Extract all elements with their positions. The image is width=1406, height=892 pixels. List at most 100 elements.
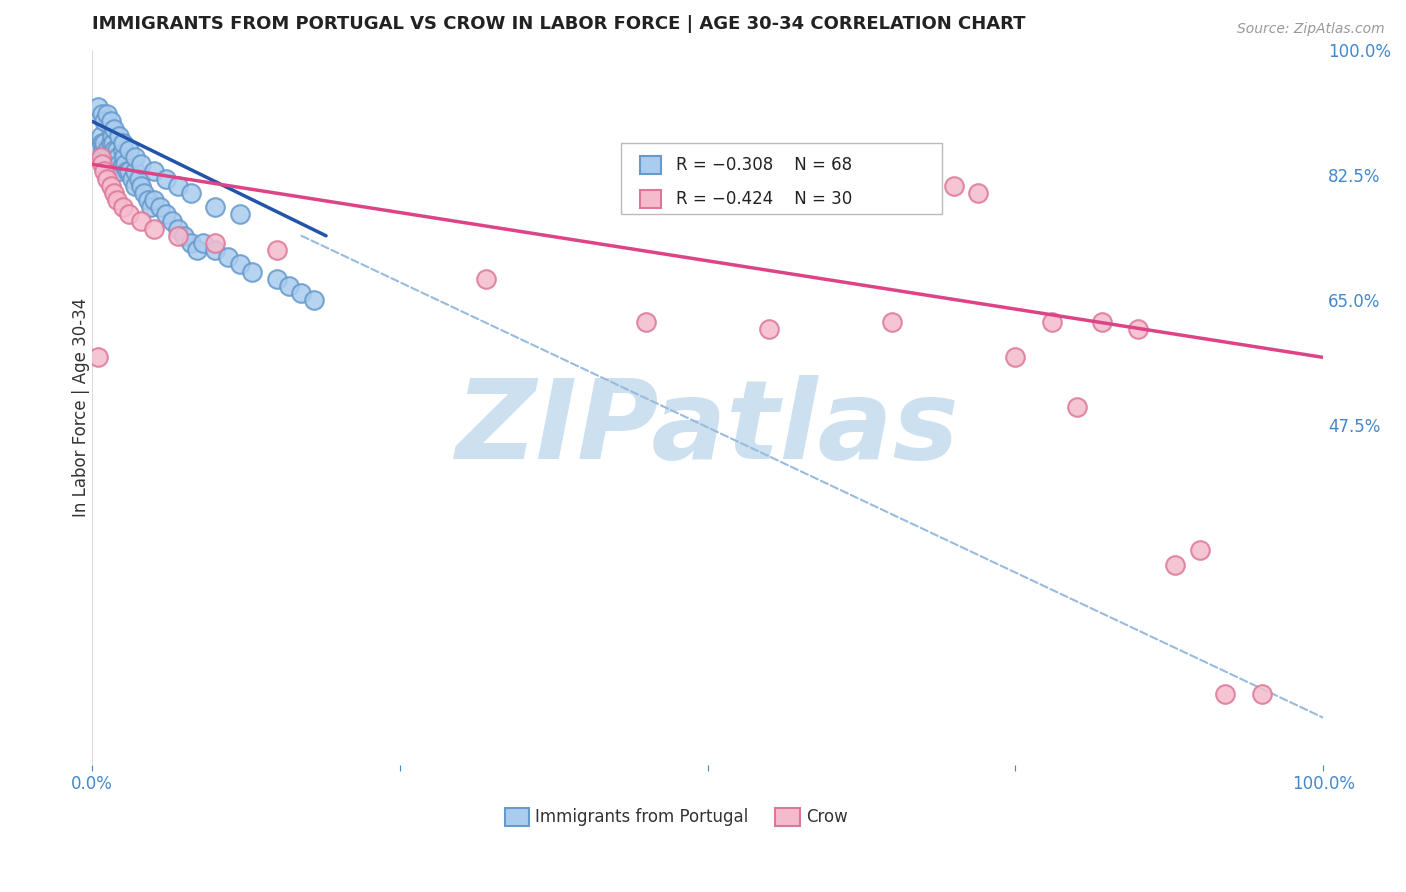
- Point: [103, 186, 125, 200]
- Point: [115, 164, 138, 178]
- Point: [240, 264, 263, 278]
- FancyBboxPatch shape: [621, 143, 942, 214]
- Point: [636, 315, 658, 329]
- Point: [160, 214, 183, 228]
- Point: [93, 136, 115, 150]
- FancyBboxPatch shape: [640, 156, 661, 174]
- Point: [91, 157, 114, 171]
- Point: [155, 207, 177, 221]
- Point: [186, 243, 208, 257]
- Point: [302, 293, 325, 307]
- Point: [114, 157, 136, 171]
- Point: [91, 143, 114, 157]
- Point: [167, 228, 190, 243]
- Point: [967, 186, 990, 200]
- Point: [142, 221, 165, 235]
- Point: [132, 186, 155, 200]
- Point: [124, 150, 146, 164]
- Point: [1213, 686, 1236, 700]
- Point: [173, 228, 195, 243]
- Point: [96, 171, 118, 186]
- Point: [142, 193, 165, 207]
- Point: [1164, 558, 1187, 572]
- Point: [101, 136, 124, 150]
- Point: [758, 322, 780, 336]
- Point: [266, 243, 288, 257]
- Point: [93, 114, 115, 128]
- FancyBboxPatch shape: [640, 190, 661, 208]
- Point: [229, 257, 252, 271]
- Point: [93, 164, 115, 178]
- Point: [142, 164, 165, 178]
- Point: [136, 193, 159, 207]
- Point: [121, 171, 143, 186]
- Point: [87, 100, 110, 114]
- Point: [101, 128, 124, 143]
- Point: [882, 315, 904, 329]
- Point: [131, 178, 153, 193]
- Point: [229, 207, 252, 221]
- Point: [87, 351, 110, 365]
- FancyBboxPatch shape: [775, 808, 800, 826]
- Point: [105, 157, 128, 171]
- Point: [100, 121, 122, 136]
- Point: [204, 243, 226, 257]
- Point: [118, 143, 141, 157]
- Point: [266, 271, 288, 285]
- Point: [155, 171, 177, 186]
- Point: [124, 164, 146, 178]
- Point: [1090, 315, 1112, 329]
- Point: [167, 178, 190, 193]
- Point: [87, 143, 110, 157]
- Text: Crow: Crow: [806, 807, 848, 825]
- Point: [103, 143, 125, 157]
- Point: [1189, 543, 1212, 558]
- Point: [111, 136, 134, 150]
- Point: [90, 150, 112, 164]
- Point: [191, 235, 214, 250]
- Point: [93, 150, 115, 164]
- Point: [103, 121, 125, 136]
- Point: [96, 143, 118, 157]
- Point: [141, 200, 163, 214]
- Point: [475, 271, 498, 285]
- Point: [104, 150, 127, 164]
- Text: IMMIGRANTS FROM PORTUGAL VS CROW IN LABOR FORCE | AGE 30-34 CORRELATION CHART: IMMIGRANTS FROM PORTUGAL VS CROW IN LABO…: [93, 15, 1026, 33]
- Point: [204, 235, 226, 250]
- FancyBboxPatch shape: [505, 808, 529, 826]
- Point: [105, 143, 128, 157]
- Point: [1004, 351, 1026, 365]
- Point: [128, 171, 150, 186]
- Point: [112, 150, 135, 164]
- Point: [118, 207, 141, 221]
- Point: [100, 114, 122, 128]
- Point: [111, 200, 134, 214]
- Point: [1066, 401, 1088, 415]
- Point: [1040, 315, 1063, 329]
- Point: [149, 200, 172, 214]
- Point: [97, 150, 120, 164]
- Text: R = −0.424    N = 30: R = −0.424 N = 30: [676, 190, 852, 208]
- Point: [180, 235, 202, 250]
- Point: [98, 157, 121, 171]
- Point: [91, 136, 114, 150]
- Point: [100, 178, 122, 193]
- Point: [1128, 322, 1150, 336]
- Point: [124, 178, 146, 193]
- Point: [100, 136, 122, 150]
- Text: Immigrants from Portugal: Immigrants from Portugal: [536, 807, 748, 825]
- Point: [107, 150, 129, 164]
- Point: [204, 200, 226, 214]
- Point: [118, 164, 141, 178]
- Y-axis label: In Labor Force | Age 30-34: In Labor Force | Age 30-34: [72, 298, 90, 517]
- Point: [942, 178, 965, 193]
- Point: [131, 157, 153, 171]
- Point: [111, 143, 134, 157]
- Point: [131, 214, 153, 228]
- Point: [290, 285, 312, 300]
- Point: [217, 250, 239, 264]
- Point: [278, 278, 301, 293]
- Point: [96, 107, 118, 121]
- Point: [111, 157, 134, 171]
- Text: Source: ZipAtlas.com: Source: ZipAtlas.com: [1237, 22, 1385, 37]
